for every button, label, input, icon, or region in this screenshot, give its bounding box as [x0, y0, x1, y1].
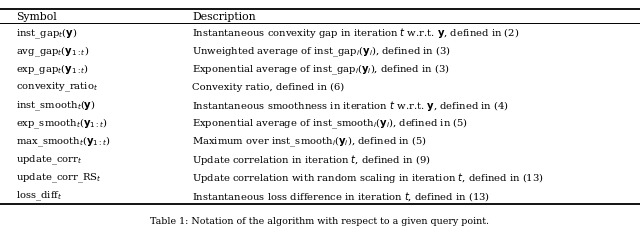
Text: Exponential average of inst_gap$_i$($\mathbf{y}_i$), defined in (3): Exponential average of inst_gap$_i$($\ma… — [192, 62, 450, 76]
Text: avg_gap$_t$($\mathbf{y}_{1:t}$): avg_gap$_t$($\mathbf{y}_{1:t}$) — [16, 44, 89, 58]
Text: Maximum over inst_smooth$_i$($\mathbf{y}_i$), defined in (5): Maximum over inst_smooth$_i$($\mathbf{y}… — [192, 134, 427, 149]
Text: exp_smooth$_t$($\mathbf{y}_{1:t}$): exp_smooth$_t$($\mathbf{y}_{1:t}$) — [16, 116, 108, 131]
Text: Exponential average of inst_smooth$_i$($\mathbf{y}_i$), defined in (5): Exponential average of inst_smooth$_i$($… — [192, 116, 468, 131]
Text: Instantaneous loss difference in iteration $t$, defined in (13): Instantaneous loss difference in iterati… — [192, 189, 490, 202]
Text: inst_smooth$_t$($\mathbf{y}$): inst_smooth$_t$($\mathbf{y}$) — [16, 98, 95, 112]
Text: update_corr_RS$_t$: update_corr_RS$_t$ — [16, 171, 102, 184]
Text: update_corr$_t$: update_corr$_t$ — [16, 153, 83, 166]
Text: Convexity ratio, defined in (6): Convexity ratio, defined in (6) — [192, 83, 344, 92]
Text: Unweighted average of inst_gap$_i$($\mathbf{y}_i$), defined in (3): Unweighted average of inst_gap$_i$($\mat… — [192, 44, 451, 58]
Text: Description: Description — [192, 12, 255, 22]
Text: Instantaneous smoothness in iteration $t$ w.r.t. $\mathbf{y}$, defined in (4): Instantaneous smoothness in iteration $t… — [192, 98, 509, 112]
Text: Table 1: Notation of the algorithm with respect to a given query point.: Table 1: Notation of the algorithm with … — [150, 216, 490, 225]
Text: Instantaneous convexity gap in iteration $t$ w.r.t. $\mathbf{y}$, defined in (2): Instantaneous convexity gap in iteration… — [192, 26, 519, 40]
Text: Update correlation with random scaling in iteration $t$, defined in (13): Update correlation with random scaling i… — [192, 170, 544, 184]
Text: Symbol: Symbol — [16, 12, 57, 22]
Text: convexity_ratio$_t$: convexity_ratio$_t$ — [16, 81, 98, 94]
Text: loss_diff$_t$: loss_diff$_t$ — [16, 189, 63, 202]
Text: max_smooth$_t$($\mathbf{y}_{1:t}$): max_smooth$_t$($\mathbf{y}_{1:t}$) — [16, 134, 111, 149]
Text: inst_gap$_t$($\mathbf{y}$): inst_gap$_t$($\mathbf{y}$) — [16, 26, 77, 40]
Text: exp_gap$_t$($\mathbf{y}_{1:t}$): exp_gap$_t$($\mathbf{y}_{1:t}$) — [16, 62, 89, 76]
Text: Update correlation in iteration $t$, defined in (9): Update correlation in iteration $t$, def… — [192, 152, 431, 166]
